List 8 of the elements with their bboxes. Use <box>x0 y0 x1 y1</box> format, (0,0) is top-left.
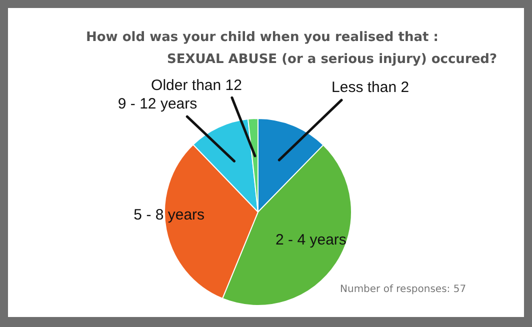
slice-label: 9 - 12 years <box>118 96 198 113</box>
slice-label: Older than 12 <box>151 76 242 94</box>
chart-subtitle: SEXUAL ABUSE (or a serious injury) occured? <box>167 52 498 67</box>
slice-label: 5 - 8 years <box>134 206 205 224</box>
chart-title: How old was your child when you realised that : <box>86 30 438 45</box>
slice-label: 2 - 4 years <box>276 231 346 248</box>
slice-label: Less than 2 <box>332 79 410 96</box>
text: Number of responses: 57 <box>340 284 466 295</box>
